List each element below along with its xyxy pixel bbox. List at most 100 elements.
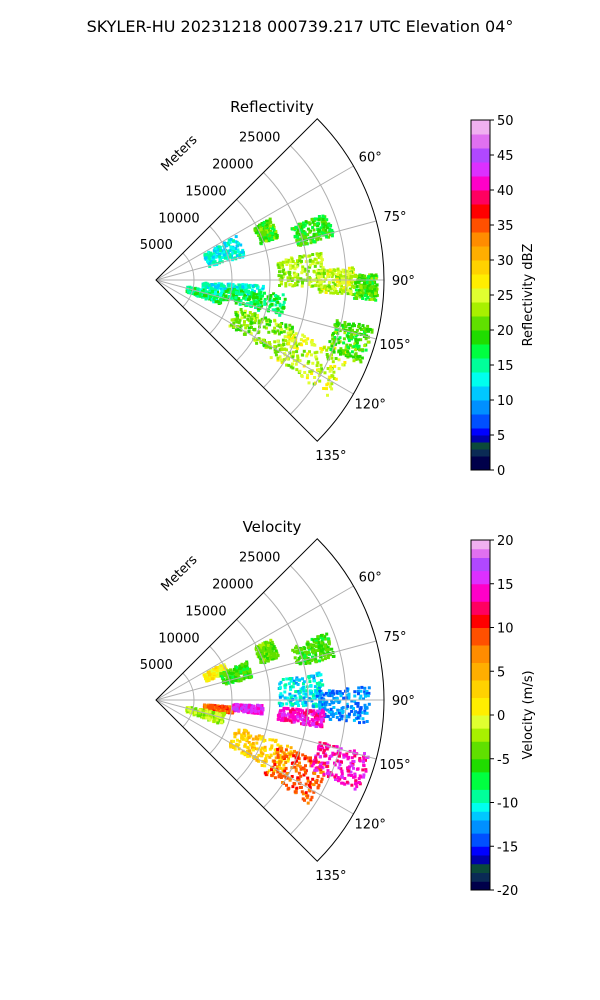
echo-gate: [260, 233, 264, 237]
echo-gate: [284, 761, 288, 764]
echo-gate: [289, 365, 293, 369]
echo-gate: [368, 328, 372, 331]
echo-gate: [331, 280, 335, 284]
echo-gate: [365, 706, 369, 710]
echo-gate: [315, 272, 319, 276]
echo-gate: [307, 360, 311, 364]
echo-gate: [214, 671, 218, 675]
echo-gate: [299, 277, 303, 281]
colorbar-band: [471, 400, 490, 415]
echo-gate: [269, 655, 273, 659]
echo-gate: [244, 290, 248, 294]
echo-gate: [340, 291, 344, 295]
echo-gate: [258, 704, 262, 708]
echo-gate: [240, 751, 244, 755]
colorbar-band: [471, 428, 490, 436]
echo-gate: [274, 229, 278, 233]
echo-gate: [271, 647, 275, 651]
echo-gate: [317, 270, 320, 274]
echo-gate: [319, 237, 323, 241]
echo-gate: [239, 328, 243, 332]
echo-gate: [277, 266, 281, 270]
echo-gate: [339, 714, 343, 718]
colorbar-band: [471, 414, 490, 429]
echo-gate: [300, 271, 304, 275]
echo-gate: [232, 325, 236, 328]
echo-gate: [265, 344, 269, 348]
echo-gate: [357, 322, 361, 326]
echo-gate: [270, 235, 274, 239]
echo-gate: [259, 237, 263, 241]
echo-gate: [284, 718, 288, 722]
echo-gate: [359, 694, 363, 698]
echo-gate: [356, 767, 360, 771]
echo-gate: [241, 736, 245, 740]
echo-gate: [212, 719, 216, 722]
echo-gate: [281, 781, 284, 784]
echo-gate: [222, 288, 226, 292]
echo-gate: [359, 338, 363, 342]
echo-gate: [291, 716, 295, 720]
echo-gate: [322, 742, 326, 746]
echo-gate: [298, 786, 302, 789]
echo-gate: [359, 360, 363, 364]
echo-gate: [297, 243, 300, 247]
echo-gate: [266, 659, 270, 663]
echo-gate: [220, 717, 224, 721]
echo-gate: [276, 717, 280, 721]
echo-gate: [295, 707, 299, 711]
echo-gate: [349, 761, 353, 765]
echo-gate: [245, 749, 249, 753]
echo-gate: [276, 747, 280, 751]
echo-gate: [200, 715, 203, 719]
echo-gate: [355, 781, 359, 785]
echo-gate: [241, 313, 245, 316]
echo-gate: [252, 711, 256, 715]
echo-gate: [258, 225, 262, 229]
echo-gate: [358, 354, 362, 358]
echo-gate: [304, 338, 308, 342]
echo-gate: [230, 318, 234, 322]
echo-gate: [315, 722, 319, 726]
echo-gate: [285, 260, 289, 264]
echo-gate: [247, 284, 251, 288]
echo-gate: [236, 316, 240, 320]
echo-gate: [313, 772, 317, 775]
echo-gate: [301, 717, 305, 721]
echo-gate: [322, 772, 326, 776]
echo-gate: [261, 708, 265, 712]
echo-gate: [298, 239, 302, 243]
echo-gate: [256, 705, 260, 709]
echo-gate: [242, 323, 246, 327]
echo-gate: [203, 290, 207, 294]
echo-gate: [308, 786, 312, 790]
echo-gate: [254, 230, 258, 234]
echo-gate: [275, 652, 279, 656]
echo-gate: [348, 326, 352, 330]
echo-gate: [354, 717, 358, 721]
echo-gate: [327, 346, 331, 350]
echo-gate: [289, 694, 293, 698]
echo-gate: [306, 651, 310, 654]
echo-gate: [361, 291, 365, 295]
echo-gate: [242, 668, 246, 671]
echo-gate: [337, 341, 341, 345]
echo-gate: [312, 228, 316, 232]
echo-gate: [297, 704, 300, 707]
echo-gate: [273, 647, 277, 650]
echo-gate: [282, 708, 286, 712]
echo-gate: [333, 761, 336, 765]
echo-gate: [374, 274, 377, 278]
echo-gate: [228, 240, 232, 244]
echo-gate: [263, 748, 267, 752]
r-tick-label: 10000: [158, 211, 199, 226]
echo-gate: [234, 328, 238, 332]
echo-gate: [335, 715, 339, 719]
echo-gate: [223, 246, 227, 250]
echo-gate: [347, 289, 351, 293]
echo-gate: [326, 708, 329, 712]
echo-gate: [319, 634, 323, 637]
echo-gate: [345, 687, 349, 691]
echo-gate: [262, 233, 266, 237]
echo-gate: [276, 755, 280, 759]
